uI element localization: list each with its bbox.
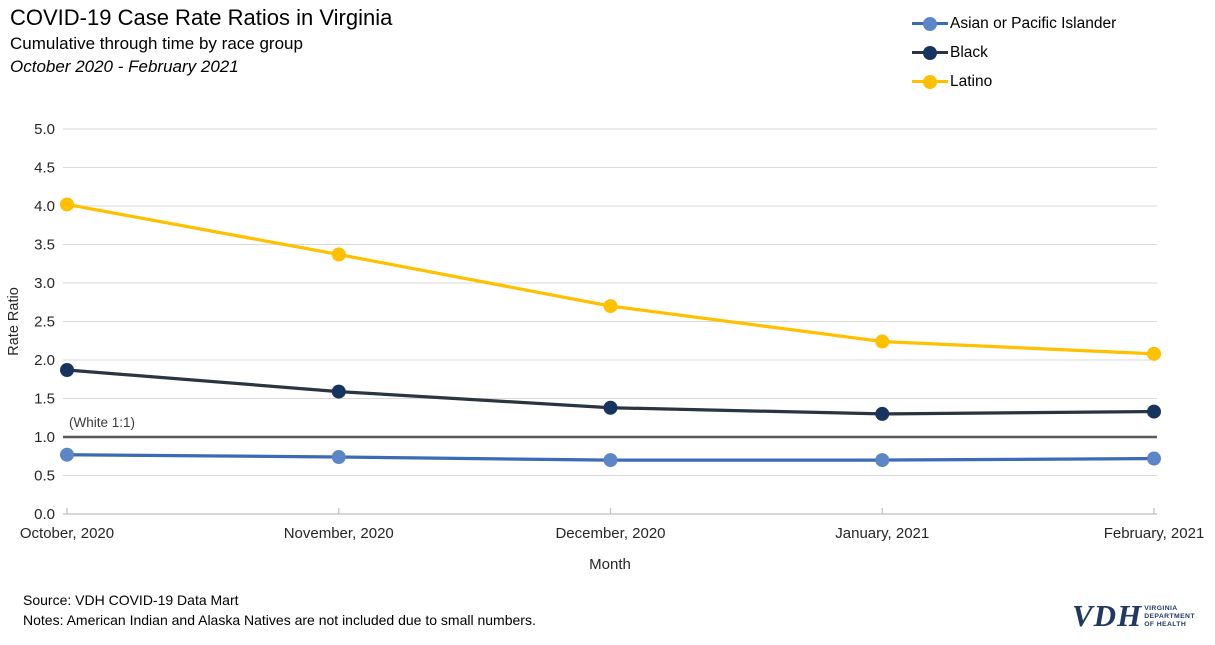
vdh-logo-line: OF HEALTH <box>1144 621 1187 628</box>
data-point-marker <box>1147 404 1161 419</box>
x-tick-label: November, 2020 <box>284 525 394 542</box>
x-axis-title: Month <box>589 556 631 573</box>
y-tick-label: 3.0 <box>34 275 55 292</box>
y-tick-label: 0.5 <box>34 468 55 485</box>
data-point-marker <box>875 453 890 468</box>
reference-line-label: (White 1:1) <box>69 415 135 430</box>
legend-dot <box>923 45 937 60</box>
data-point-marker <box>60 363 74 378</box>
data-point-marker <box>1147 346 1161 361</box>
chart-subtitle: Cumulative through time by race group <box>10 34 303 53</box>
legend-marker-icon <box>912 16 948 31</box>
chart-date-range: October 2020 - February 2021 <box>10 57 239 76</box>
y-tick-label: 4.5 <box>34 160 55 177</box>
data-point-marker <box>603 400 618 415</box>
legend-marker-icon <box>912 74 948 89</box>
legend-marker-icon <box>912 45 948 60</box>
y-tick-label: 1.0 <box>34 429 55 446</box>
data-point-marker <box>1147 451 1161 466</box>
line-chart: 0.0 0.5 1.0 1.5 2.0 2.5 3.0 3.5 4.0 4.5 5.0 October… <box>6 121 1205 573</box>
data-point-marker <box>331 247 346 262</box>
y-tick-label: 5.0 <box>34 121 55 138</box>
legend-item-label: Black <box>950 43 988 61</box>
legend-item-label: Asian or Pacific Islander <box>950 14 1117 32</box>
vdh-logo-line: DEPARTMENT <box>1144 613 1195 620</box>
vdh-logo-acronym: VDH <box>1072 598 1143 633</box>
data-point-marker <box>331 384 346 399</box>
data-point-marker <box>331 450 346 465</box>
x-tick-label: December, 2020 <box>555 525 665 542</box>
legend-dot <box>923 74 937 89</box>
chart-legend: Asian or Pacific Islander Black Latino <box>912 12 1116 99</box>
x-tick-label: February, 2021 <box>1104 525 1205 542</box>
data-point-marker <box>875 334 890 349</box>
data-note: Notes: American Indian and Alaska Native… <box>23 612 536 628</box>
data-point-marker <box>60 197 74 212</box>
y-tick-label: 3.5 <box>34 237 55 254</box>
x-tick-label: October, 2020 <box>20 525 114 542</box>
vdh-logo-line: VIRGINIA <box>1144 605 1178 612</box>
data-point-marker <box>60 447 74 462</box>
chart-header: COVID-19 Case Rate Ratios in Virginia Cu… <box>10 4 392 78</box>
legend-item: Latino <box>912 70 1116 93</box>
vdh-logo: VDH VIRGINIA DEPARTMENT OF HEALTH <box>1072 600 1195 631</box>
legend-dot <box>923 16 937 31</box>
series-line <box>65 202 1156 356</box>
y-tick-label: 1.5 <box>34 391 55 408</box>
y-tick-label: 0.0 <box>34 506 55 523</box>
legend-item: Black <box>912 41 1116 64</box>
y-tick-label: 4.0 <box>34 198 55 215</box>
data-point-marker <box>603 453 618 468</box>
source-note: Source: VDH COVID-19 Data Mart <box>23 592 239 608</box>
y-tick-label: 2.0 <box>34 352 55 369</box>
legend-item: Asian or Pacific Islander <box>912 12 1116 35</box>
legend-item-label: Latino <box>950 72 993 90</box>
y-axis-title: Rate Ratio <box>6 287 22 356</box>
x-tick-label: January, 2021 <box>835 525 929 542</box>
y-tick-label: 2.5 <box>34 314 55 331</box>
data-point-marker <box>603 299 618 314</box>
chart-title: COVID-19 Case Rate Ratios in Virginia <box>10 5 393 30</box>
chart-footer: Source: VDH COVID-19 Data Mart Notes: Am… <box>23 590 536 630</box>
vdh-logo-text: VIRGINIA DEPARTMENT OF HEALTH <box>1144 605 1195 629</box>
data-point-marker <box>875 406 890 421</box>
